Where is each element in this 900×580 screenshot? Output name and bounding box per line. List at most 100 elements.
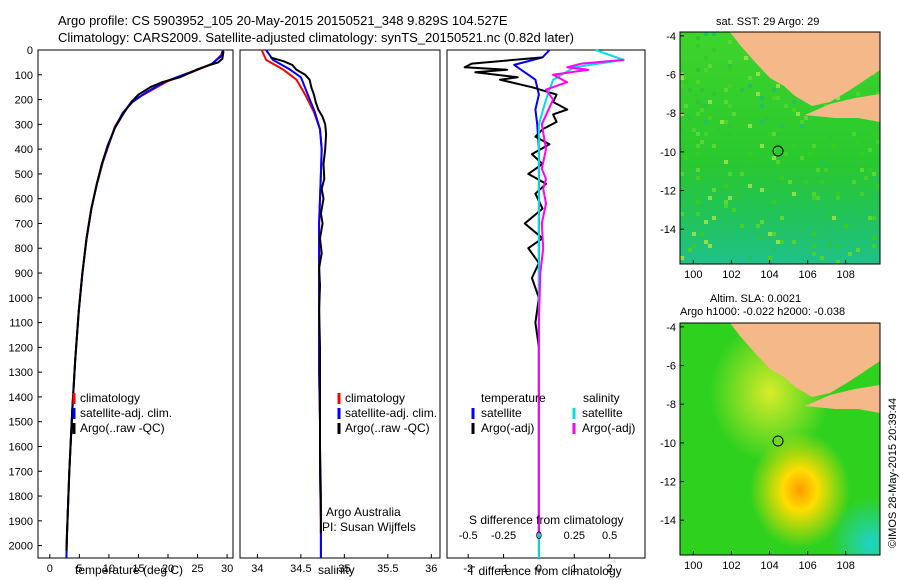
sst-pixel: [836, 260, 840, 264]
sst-pixel: [804, 116, 808, 120]
x-tick-label: 35: [338, 563, 350, 575]
sla-title2: Argo h1000: -0.022 h2000: -0.038: [680, 306, 845, 318]
sst-pixel: [776, 160, 780, 164]
s-difference-label: S difference from climatology: [469, 513, 624, 527]
sst-pixel: [792, 100, 796, 104]
sst-pixel: [780, 124, 784, 128]
sst-pixel: [748, 76, 752, 80]
sst-pixel: [776, 128, 780, 132]
sst-pixel: [696, 144, 700, 148]
sst-pixel: [748, 124, 752, 128]
sst-pixel: [788, 180, 792, 184]
sst-pixel: [760, 104, 764, 108]
x-tick-label: 34.5: [290, 563, 311, 575]
sst-pixel: [688, 116, 692, 120]
sst-pixel: [780, 240, 784, 244]
legend-s-sat-label: satellite: [582, 406, 623, 420]
sst-pixel: [872, 216, 876, 220]
sst-pixel: [756, 92, 760, 96]
legend-temp-title: temperature: [481, 391, 546, 405]
sst-pixel: [732, 208, 736, 212]
sst-pixel: [712, 188, 716, 192]
sst-pixel: [732, 112, 736, 116]
map-y-tick-label: -6: [666, 361, 676, 373]
x-tick-label: 2: [607, 563, 613, 575]
salinity-frame: [239, 49, 441, 559]
sst-pixel: [680, 128, 684, 132]
sst-pixel: [760, 96, 764, 100]
depth-tick-label: 2000: [9, 541, 33, 553]
sst-pixel: [828, 212, 832, 216]
sst-pixel: [836, 196, 840, 200]
sst-pixel: [728, 172, 732, 176]
sst-pixel: [820, 256, 824, 260]
sst-pixel: [696, 168, 700, 172]
sst-pixel: [832, 216, 836, 220]
depth-tick-label: 0: [27, 45, 33, 57]
sst-title: sat. SST: 29 Argo: 29: [716, 16, 819, 28]
salinity-series: [260, 49, 328, 558]
sst-pixel: [704, 56, 708, 60]
sst-pixel: [724, 100, 728, 104]
sst-pixel: [748, 256, 752, 260]
legend-argo-label: Argo(..raw -QC): [80, 421, 165, 435]
x-tick-label: 1: [571, 563, 577, 575]
sla-argo-marker: [772, 435, 784, 447]
depth-tick-label: 800: [15, 243, 33, 255]
sst-pixel: [872, 172, 876, 176]
sst-pixel: [680, 144, 684, 148]
sst-pixel: [828, 136, 832, 140]
sst-pixel: [736, 172, 740, 176]
sla-title1: Altim. SLA: 0.0021: [710, 293, 801, 305]
sst-pixel: [704, 68, 708, 72]
sst-pixel: [836, 244, 840, 248]
s-diff-tick-label: 0: [536, 530, 542, 542]
sst-pixel: [812, 192, 816, 196]
sst-pixel: [856, 140, 860, 144]
sst-pixel: [792, 192, 796, 196]
series-line-argo-raw-qc-: [65, 51, 225, 551]
sst-pixel: [772, 132, 776, 136]
sst-pixel: [716, 128, 720, 132]
depth-tick-label: 900: [15, 268, 33, 280]
sst-pixel: [876, 184, 880, 188]
sst-pixel: [728, 124, 732, 128]
sla-map: Altim. SLA: 0.0021 Argo h1000: -0.022 h2…: [660, 293, 881, 572]
sst-pixel: [692, 232, 696, 236]
sst-pixel: [728, 40, 732, 44]
sst-pixel: [768, 132, 772, 136]
sst-pixel: [876, 92, 880, 96]
sla-land-sumatra: [730, 323, 880, 397]
map-y-tick-label: -6: [666, 70, 676, 82]
series-line-s-argo-adj-: [537, 58, 624, 534]
sst-pixel: [816, 196, 820, 200]
depth-tick-label: 200: [15, 95, 33, 107]
map-y-tick-label: -4: [666, 322, 676, 334]
difference-frame: [446, 49, 646, 559]
difference-series: [463, 49, 625, 558]
depth-tick-label: 1400: [9, 392, 33, 404]
sst-pixel: [744, 56, 748, 60]
sst-pixel: [828, 244, 832, 248]
x-tick-label: 0: [536, 563, 542, 575]
depth-tick-label: 500: [15, 169, 33, 181]
difference-panel: -2 -1 0 1 2 S difference from climatology -0…: [446, 49, 646, 578]
sst-pixel: [696, 176, 700, 180]
sst-pixel: [724, 160, 728, 164]
sst-pixel: [768, 256, 772, 260]
x-tick-label: 20: [162, 563, 174, 575]
sst-pixel: [832, 144, 836, 148]
sst-pixel: [876, 132, 880, 136]
sst-pixel: [780, 176, 784, 180]
sst-pixel: [868, 168, 872, 172]
sst-pixel: [708, 196, 712, 200]
sst-pixel: [760, 188, 764, 192]
legend-s-argo-label: Argo(-adj): [582, 421, 635, 435]
sst-pixel: [740, 88, 744, 92]
sst-pixel: [828, 164, 832, 168]
map-y-tick-label: -14: [660, 515, 676, 527]
sst-pixel: [792, 144, 796, 148]
sst-pixel: [708, 100, 712, 104]
sst-pixel: [712, 216, 716, 220]
